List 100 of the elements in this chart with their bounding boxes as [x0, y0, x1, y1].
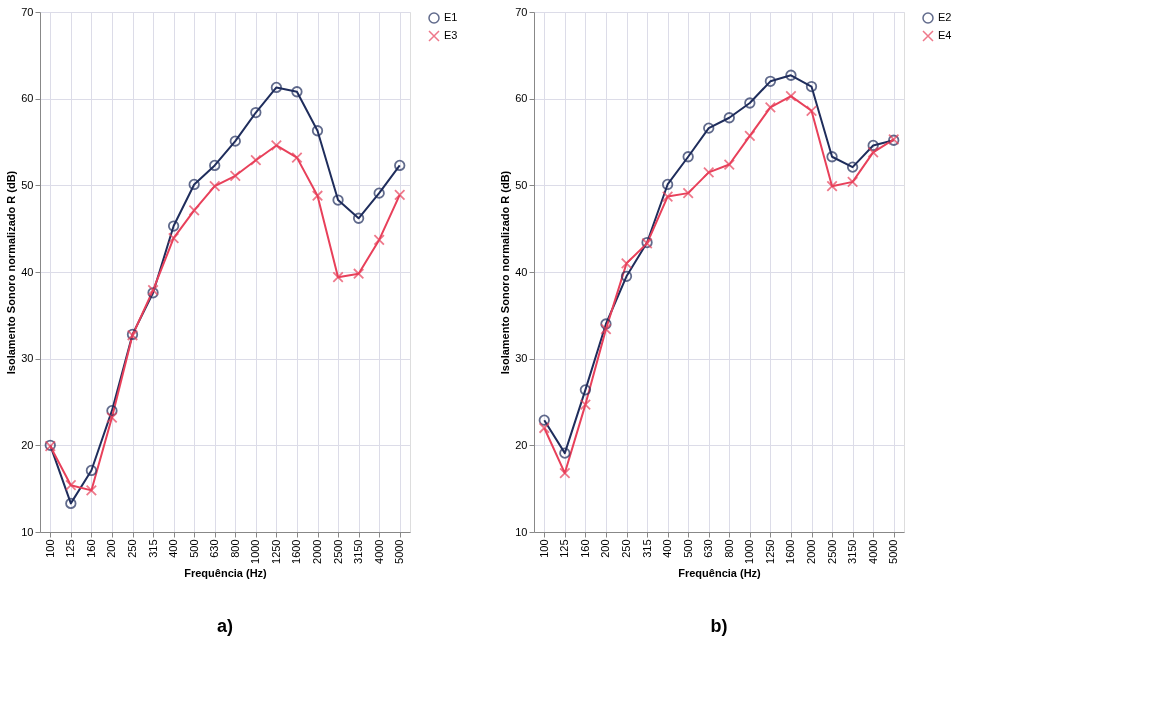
point	[579, 398, 592, 411]
point	[270, 81, 283, 94]
point	[332, 271, 344, 283]
x-tick-label: 250	[620, 539, 632, 558]
point	[785, 69, 797, 81]
x-tick-label: 4000	[866, 539, 879, 564]
x-tick-label: 2500	[331, 539, 344, 564]
point	[703, 166, 715, 178]
x-tick-label: 200	[599, 539, 612, 558]
point	[826, 151, 838, 163]
x-tick-label: 500	[187, 539, 200, 558]
x-tick-label: 800	[722, 539, 735, 558]
x-tick-label: 250	[126, 539, 138, 558]
point	[846, 176, 859, 188]
x-tick-label: 315	[146, 539, 159, 558]
legend-label: E2	[938, 11, 952, 23]
x-tick-label: 2000	[311, 539, 323, 564]
point	[394, 189, 406, 201]
point	[250, 106, 262, 119]
x-axis-title: Frequência (Hz)	[184, 566, 268, 579]
x-tick-label: 5000	[887, 539, 900, 564]
point	[805, 105, 818, 117]
point	[332, 194, 344, 206]
x-tick-label: 2000	[805, 539, 817, 564]
x-tick-label: 3150	[846, 539, 859, 564]
y-tick-label: 10	[21, 525, 34, 538]
point	[579, 384, 592, 396]
y-tick-label: 20	[515, 438, 528, 451]
y-tick-label: 60	[21, 92, 34, 105]
y-tick-label: 30	[21, 352, 34, 365]
point	[229, 135, 241, 147]
point	[620, 270, 633, 282]
point	[270, 139, 283, 152]
point	[723, 112, 735, 124]
x-tick-label: 160	[84, 539, 97, 558]
point	[167, 232, 180, 244]
point	[229, 170, 241, 182]
x-tick-label: 630	[208, 539, 221, 558]
y-tick-label: 20	[21, 438, 34, 451]
x-tick-label: 2500	[825, 539, 838, 564]
point	[311, 125, 324, 137]
x-tick-label: 800	[228, 539, 241, 558]
point	[85, 484, 98, 497]
x-tick-label: 400	[661, 539, 674, 558]
point	[188, 178, 200, 191]
point	[744, 130, 756, 142]
point	[291, 86, 303, 98]
x-tick-label: 1250	[763, 539, 776, 564]
point	[867, 146, 879, 159]
point	[559, 467, 571, 479]
point	[311, 190, 324, 202]
y-tick-label: 50	[515, 178, 528, 191]
x-tick-label: 5000	[393, 539, 406, 564]
point	[744, 97, 756, 109]
point	[352, 212, 365, 224]
point	[65, 497, 77, 510]
x-tick-label: 125	[64, 539, 77, 558]
point	[373, 187, 385, 199]
x-tick-label: 1600	[784, 539, 797, 564]
point	[682, 187, 694, 199]
x-tick-label: 1000	[743, 539, 756, 564]
legend-label: E1	[444, 11, 458, 23]
point	[250, 154, 262, 166]
y-tick-label: 70	[515, 5, 528, 18]
point	[167, 220, 180, 232]
point	[682, 151, 694, 163]
point	[188, 204, 200, 217]
point	[209, 159, 221, 172]
point	[394, 159, 406, 172]
point	[846, 161, 859, 173]
y-tick-label: 70	[21, 5, 34, 18]
point	[352, 268, 365, 280]
point	[661, 190, 674, 203]
text: a)	[216, 616, 234, 637]
point	[559, 447, 571, 459]
x-tick-label: 160	[578, 539, 591, 558]
point	[538, 422, 550, 434]
y-axis-title: Isolamento Sonoro normalizado R (dB)	[5, 170, 18, 375]
x-axis-title: Frequência (Hz)	[678, 566, 762, 579]
x-tick-label: 4000	[372, 539, 385, 564]
point	[106, 411, 118, 424]
point	[764, 75, 777, 87]
y-tick-label: 30	[515, 352, 528, 365]
x-tick-label: 630	[702, 539, 715, 558]
point	[826, 180, 838, 192]
point	[703, 122, 715, 134]
y-tick-label: 40	[21, 265, 34, 278]
y-tick-label: 40	[515, 265, 528, 278]
point	[661, 178, 674, 191]
point	[723, 158, 735, 171]
x-tick-label: 125	[558, 539, 571, 558]
x-tick-label: 315	[640, 539, 653, 558]
point	[785, 90, 797, 102]
point	[600, 323, 612, 335]
x-tick-label: 400	[167, 539, 180, 558]
point	[600, 318, 612, 330]
point	[805, 80, 818, 93]
legend-label: E4	[938, 29, 952, 41]
y-tick-label: 60	[515, 92, 528, 105]
x-tick-label: 3150	[352, 539, 365, 564]
